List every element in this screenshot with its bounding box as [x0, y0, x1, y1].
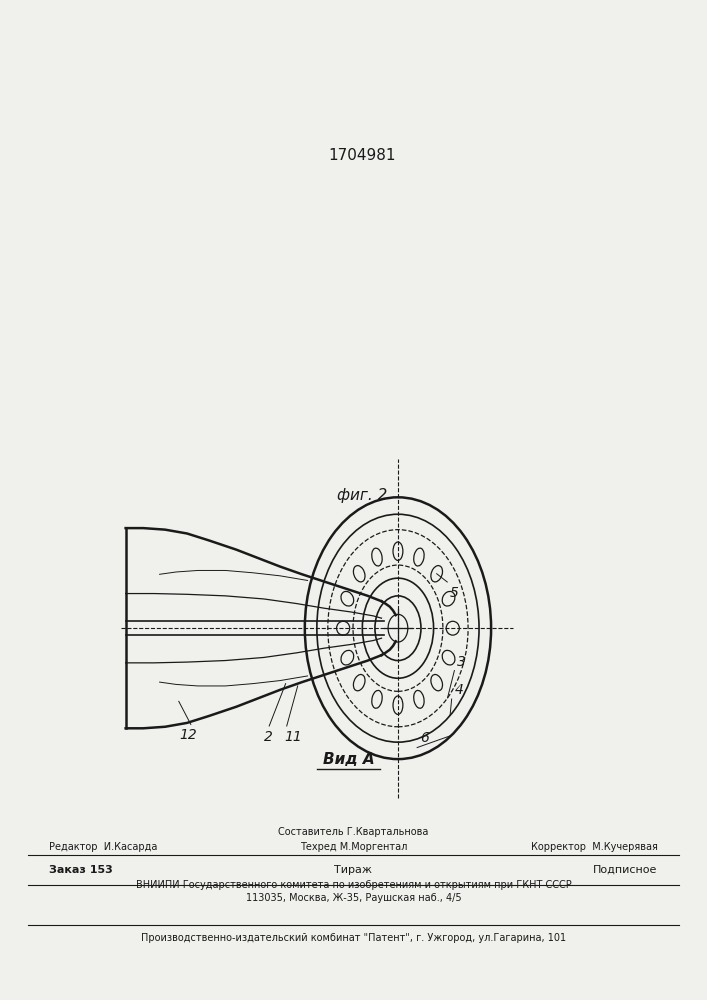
Text: Редактор  И.Касарда: Редактор И.Касарда [49, 842, 158, 852]
Text: Техред М.Моргентал: Техред М.Моргентал [300, 842, 407, 852]
Text: Тираж: Тираж [334, 865, 373, 875]
Text: Подписное: Подписное [593, 865, 658, 875]
Text: ВНИИПИ Государственного комитета по изобретениям и открытиям при ГКНТ СССР: ВНИИПИ Государственного комитета по изоб… [136, 880, 571, 890]
Text: Вид А: Вид А [323, 752, 375, 767]
Text: 4: 4 [455, 684, 463, 698]
Text: 6: 6 [420, 731, 428, 745]
Text: 11: 11 [284, 730, 302, 744]
Text: 113035, Москва, Ж-35, Раушская наб., 4/5: 113035, Москва, Ж-35, Раушская наб., 4/5 [246, 893, 461, 903]
Text: Составитель Г.Квартальнова: Составитель Г.Квартальнова [279, 827, 428, 837]
Text: 5: 5 [450, 586, 459, 600]
Text: Корректор  М.Кучерявая: Корректор М.Кучерявая [531, 842, 658, 852]
Text: фиг. 2: фиг. 2 [337, 488, 387, 503]
Text: 1704981: 1704981 [329, 148, 396, 163]
Text: Заказ 153: Заказ 153 [49, 865, 113, 875]
Text: 2: 2 [264, 730, 272, 744]
Text: 3: 3 [457, 655, 466, 669]
Text: Производственно-издательский комбинат "Патент", г. Ужгород, ул.Гагарина, 101: Производственно-издательский комбинат "П… [141, 933, 566, 943]
Text: 12: 12 [179, 728, 197, 742]
